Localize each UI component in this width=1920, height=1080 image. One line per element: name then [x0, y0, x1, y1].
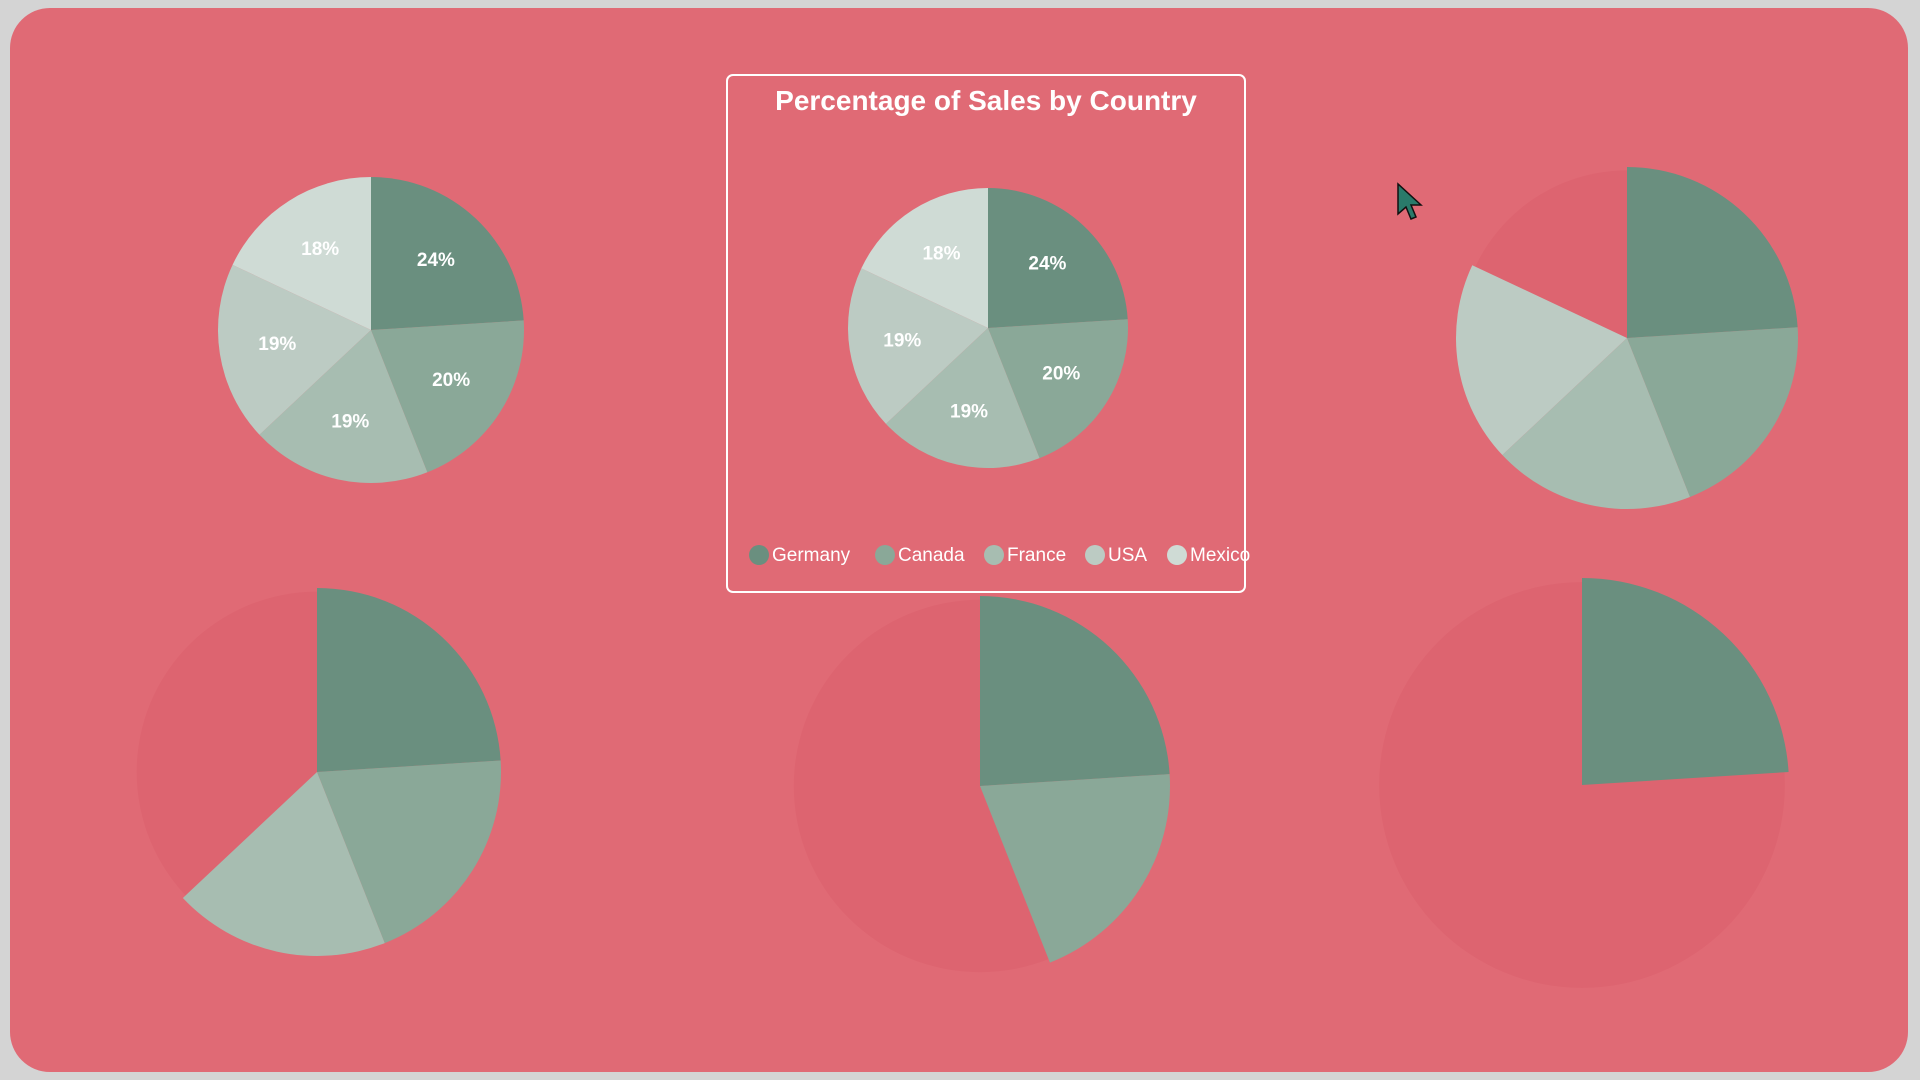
pie-slice-france [1502, 338, 1690, 510]
mouse-pointer-icon [1397, 182, 1423, 220]
pie-chart-1: 24% 20% 19% 19% 18% [218, 177, 524, 483]
data-label-mexico: 18% [301, 239, 339, 260]
legend-item-france: France [984, 545, 1066, 566]
legend-marker [1085, 545, 1105, 565]
data-label-france: 19% [331, 412, 369, 433]
legend-marker [875, 545, 895, 565]
pie-slice-mexico [861, 188, 988, 328]
pie-slice-france [885, 328, 1040, 469]
legend-item-germany: Germany [749, 545, 851, 566]
pie-slice-germany [980, 596, 1170, 786]
legend-item-usa: USA [1085, 545, 1147, 566]
pie-chart-5 [793, 596, 1170, 973]
pie-slice-germany [1627, 167, 1798, 338]
pie-slice-usa [218, 264, 371, 435]
pie-slice-germany [317, 588, 501, 772]
cursor-arrow [1397, 182, 1423, 220]
pie-slice-canada [988, 319, 1128, 459]
legend-item-canada: Canada [875, 545, 965, 566]
data-label-mexico: 18% [922, 244, 960, 265]
legend-item-mexico: Mexico [1167, 545, 1250, 566]
data-label-canada: 20% [432, 370, 470, 391]
legend-label: USA [1108, 545, 1147, 566]
legend-label: Canada [898, 545, 965, 566]
legend-marker [1167, 545, 1187, 565]
data-label-usa: 19% [883, 331, 921, 352]
pie-slice-germany [988, 187, 1128, 328]
pie-chart-4 [136, 588, 501, 956]
chart-frame[interactable] [726, 74, 1246, 593]
legend-marker [984, 545, 1004, 565]
data-label-france: 19% [950, 402, 988, 423]
data-label-canada: 20% [1042, 364, 1080, 385]
pie-slice-germany [371, 177, 524, 330]
pie-slice-germany [1582, 578, 1789, 785]
pie-slice-canada [371, 320, 524, 473]
pie-slice-canada [317, 760, 501, 944]
data-label-germany: 24% [417, 250, 455, 271]
pie-slice-canada [1627, 327, 1799, 497]
data-label-usa: 19% [258, 334, 296, 355]
chart-title: Percentage of Sales by Country [775, 85, 1197, 116]
data-label-germany: 24% [1028, 254, 1066, 275]
legend-label: Mexico [1190, 545, 1250, 566]
legend-label: Germany [772, 545, 851, 566]
pie-chart-6 [1379, 578, 1789, 988]
pie-slice-france [182, 772, 385, 956]
pie-chart-3 [1455, 167, 1799, 510]
pie-slice-usa [848, 268, 988, 424]
legend-label: France [1007, 545, 1066, 566]
legend-marker [749, 545, 769, 565]
pie-slice-mexico [232, 177, 371, 330]
pie-slice-canada [980, 774, 1170, 963]
pie-slice-usa [1455, 265, 1627, 456]
pie-slice-france [259, 330, 428, 483]
pie-chart-2: Percentage of Sales by Country 24% 20% 19% 1… [726, 74, 1250, 593]
